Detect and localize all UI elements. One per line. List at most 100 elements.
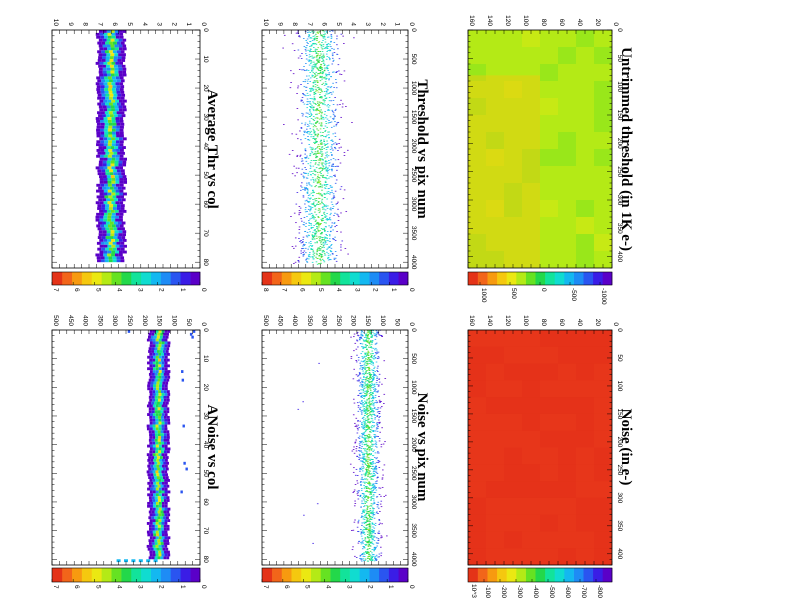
scatter-point	[379, 511, 381, 512]
scatter-point	[329, 49, 331, 51]
scatter-point	[305, 222, 307, 224]
scatter-point	[371, 523, 374, 525]
hist-bin	[111, 99, 116, 103]
scatter-point	[357, 405, 360, 407]
scatter-point	[316, 241, 318, 243]
heatmap-cell	[504, 183, 522, 200]
hist-bin	[97, 41, 102, 45]
hist-bin	[114, 160, 119, 164]
scatter-point	[368, 453, 370, 455]
scatter-point	[302, 38, 305, 39]
heatmap-cell	[486, 183, 504, 200]
scatter-point	[365, 426, 368, 427]
scatter-point	[361, 356, 363, 358]
scatter-point	[330, 38, 333, 39]
hist-bin	[114, 137, 119, 141]
scatter-point	[369, 353, 372, 355]
scatter-point	[309, 41, 311, 43]
hist-bin	[113, 64, 118, 68]
scatter-point	[310, 174, 312, 176]
scatter-point	[361, 522, 364, 524]
scatter-point	[298, 214, 300, 216]
scatter-point	[319, 111, 322, 113]
scatter-point	[371, 556, 374, 558]
scatter-point	[368, 332, 370, 334]
scatter-point	[308, 120, 311, 122]
scatter-point	[324, 104, 326, 106]
hist-bin	[115, 131, 120, 135]
scatter-point	[326, 48, 329, 49]
scatter-point	[304, 81, 307, 83]
scatter-point	[366, 376, 368, 378]
scatter-point	[320, 56, 323, 58]
scatter-point	[324, 33, 326, 35]
scatter-point	[368, 473, 371, 475]
scatter-point	[321, 91, 323, 93]
scatter-point	[368, 346, 370, 348]
colorbar-swatch	[525, 272, 536, 285]
scatter-point	[375, 542, 378, 544]
scatter-point	[313, 130, 315, 132]
scatter-point	[322, 174, 325, 176]
scatter-point	[320, 45, 323, 47]
scatter-point	[356, 332, 359, 334]
scatter-point	[319, 56, 321, 58]
hist-bin	[120, 102, 125, 106]
scatter-point	[312, 66, 315, 68]
scatter-point	[374, 522, 377, 524]
scatter-point	[314, 38, 316, 39]
scatter-point	[378, 530, 380, 532]
scatter-point	[327, 70, 329, 71]
scatter-point	[306, 38, 309, 40]
scatter-point	[357, 335, 360, 337]
scatter-point	[319, 246, 322, 247]
heatmap-cell	[486, 413, 504, 431]
scatter-point	[364, 414, 366, 416]
scatter-point	[320, 167, 323, 169]
scatter-point	[365, 393, 368, 395]
scatter-point	[361, 478, 363, 480]
heatmap-cell	[540, 430, 558, 448]
scatter-point	[305, 160, 308, 162]
scatter-point	[329, 44, 331, 46]
scatter-point	[323, 33, 325, 35]
scatter-point	[373, 407, 376, 409]
scatter-point	[327, 46, 330, 47]
colorbar-swatch	[554, 568, 565, 582]
scatter-point	[377, 371, 379, 373]
scatter-point	[314, 51, 317, 52]
scatter-point	[360, 383, 362, 385]
scatter-point	[325, 98, 328, 99]
scatter-point	[324, 78, 327, 80]
scatter-point	[362, 493, 365, 495]
scatter-point	[369, 536, 372, 538]
heatmap-cell	[468, 363, 486, 381]
hist-bin	[103, 238, 108, 242]
scatter-point	[367, 340, 370, 342]
scatter-point	[329, 227, 332, 229]
scatter-point	[319, 94, 321, 95]
hist-bin	[109, 59, 114, 62]
scatter-point	[305, 169, 307, 170]
hist-bin	[115, 183, 120, 187]
scatter-point	[317, 59, 320, 61]
scatter-point	[318, 217, 320, 218]
hist-bin	[104, 85, 109, 89]
scatter-point	[318, 66, 321, 68]
scatter-point	[369, 518, 372, 520]
scatter-point	[313, 218, 315, 220]
hist-bin	[100, 154, 104, 158]
scatter-point	[374, 394, 377, 396]
scatter-point	[304, 86, 307, 88]
scatter-point	[357, 394, 360, 396]
scatter-point	[369, 542, 372, 543]
colorbar-swatch	[170, 272, 181, 285]
scatter-point	[357, 530, 359, 532]
scatter-point	[369, 445, 372, 447]
scatter-point	[366, 352, 368, 354]
hist-bin	[121, 151, 125, 155]
scatter-point	[302, 163, 305, 165]
scatter-point	[315, 113, 317, 115]
scatter-point	[364, 412, 367, 413]
scatter-point	[372, 331, 374, 333]
